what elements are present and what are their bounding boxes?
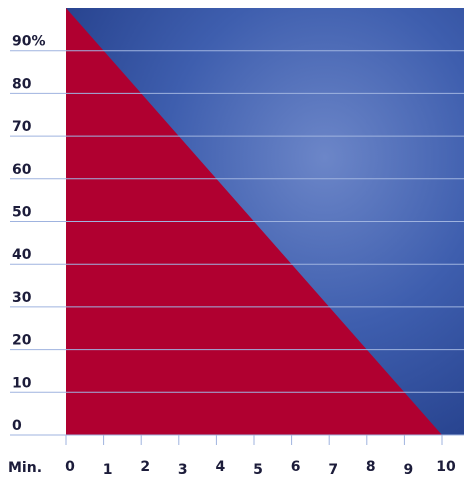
x-tick-label: 9 (404, 462, 414, 478)
y-tick-label: 80 (12, 76, 32, 92)
y-tick-label: 40 (12, 247, 32, 263)
y-tick-label: 90% (12, 34, 46, 50)
y-tick-label: 50 (12, 205, 32, 221)
y-tick-label: 60 (12, 162, 32, 178)
x-tick-label: 3 (178, 462, 188, 478)
x-tick-label: 8 (366, 459, 376, 475)
page: {"chart_data": {"type": "area", "x_label… (0, 0, 464, 479)
x-tick-label: 4 (216, 459, 226, 475)
y-tick-label: 30 (12, 290, 32, 306)
y-tick-label: 10 (12, 375, 32, 391)
chart: Min. 0 10 20 30 40 50 60 70 80 90% 0 1 2 3 4 5 6 7 8 9 10 (0, 0, 464, 479)
y-tick-label: 70 (12, 119, 32, 135)
x-tick-label: 0 (65, 459, 75, 475)
x-tick-label: 6 (291, 459, 301, 475)
x-tick-label: 2 (140, 459, 150, 475)
y-tick-label: 0 (12, 418, 22, 434)
x-tick-label: 10 (436, 459, 456, 475)
x-axis-label: Min. (8, 460, 42, 476)
x-tick-label: 1 (103, 462, 113, 478)
x-tick-label: 5 (253, 462, 263, 478)
x-tick-label: 7 (328, 462, 338, 478)
y-tick-label: 20 (12, 333, 32, 349)
